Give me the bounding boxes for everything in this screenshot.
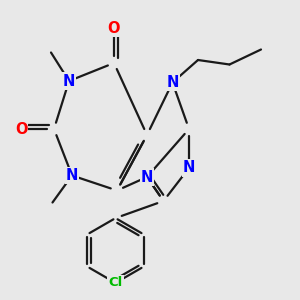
Text: N: N xyxy=(183,160,195,175)
Text: O: O xyxy=(108,21,120,36)
Text: N: N xyxy=(63,74,75,88)
Text: Cl: Cl xyxy=(108,276,123,290)
Text: N: N xyxy=(66,168,78,183)
Text: O: O xyxy=(15,122,27,136)
Text: N: N xyxy=(141,169,153,184)
Text: N: N xyxy=(166,75,179,90)
